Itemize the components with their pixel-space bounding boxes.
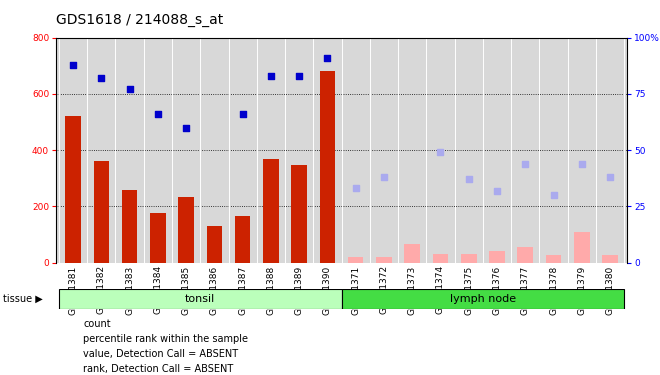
Point	[294, 73, 304, 79]
Bar	[546, 255, 561, 262]
Bar	[603, 255, 618, 262]
Point	[492, 188, 502, 194]
Bar	[319, 71, 335, 262]
Point	[181, 124, 191, 130]
Bar	[235, 216, 250, 262]
Bar	[574, 232, 589, 262]
Bar	[291, 165, 307, 262]
Bar	[59, 289, 342, 309]
Bar	[65, 116, 81, 262]
Point	[152, 111, 163, 117]
Text: tonsil: tonsil	[185, 294, 215, 304]
Point	[265, 73, 276, 79]
Text: count: count	[83, 320, 111, 329]
Bar	[433, 254, 448, 262]
Point	[322, 55, 333, 61]
Point	[238, 111, 248, 117]
Point	[96, 75, 107, 81]
Bar	[122, 190, 137, 262]
Point	[435, 149, 446, 155]
Bar	[263, 159, 279, 262]
Point	[124, 86, 135, 92]
Bar	[517, 247, 533, 262]
Text: GDS1618 / 214088_s_at: GDS1618 / 214088_s_at	[56, 13, 223, 27]
Text: percentile rank within the sample: percentile rank within the sample	[83, 334, 248, 344]
Bar	[461, 254, 477, 262]
Point	[605, 174, 615, 180]
Bar	[342, 289, 624, 309]
Point	[68, 62, 79, 68]
Bar	[94, 161, 109, 262]
Bar	[489, 251, 505, 262]
Point	[350, 185, 361, 191]
Text: value, Detection Call = ABSENT: value, Detection Call = ABSENT	[83, 350, 238, 359]
Bar	[376, 257, 392, 262]
Text: tissue ▶: tissue ▶	[3, 294, 43, 304]
Point	[463, 176, 474, 182]
Bar	[150, 213, 166, 262]
Point	[520, 160, 531, 166]
Point	[548, 192, 559, 198]
Point	[576, 160, 587, 166]
Bar	[405, 244, 420, 262]
Text: rank, Detection Call = ABSENT: rank, Detection Call = ABSENT	[83, 364, 234, 374]
Bar	[207, 226, 222, 262]
Text: lymph node: lymph node	[450, 294, 516, 304]
Point	[379, 174, 389, 180]
Bar	[348, 257, 364, 262]
Bar	[178, 197, 194, 262]
